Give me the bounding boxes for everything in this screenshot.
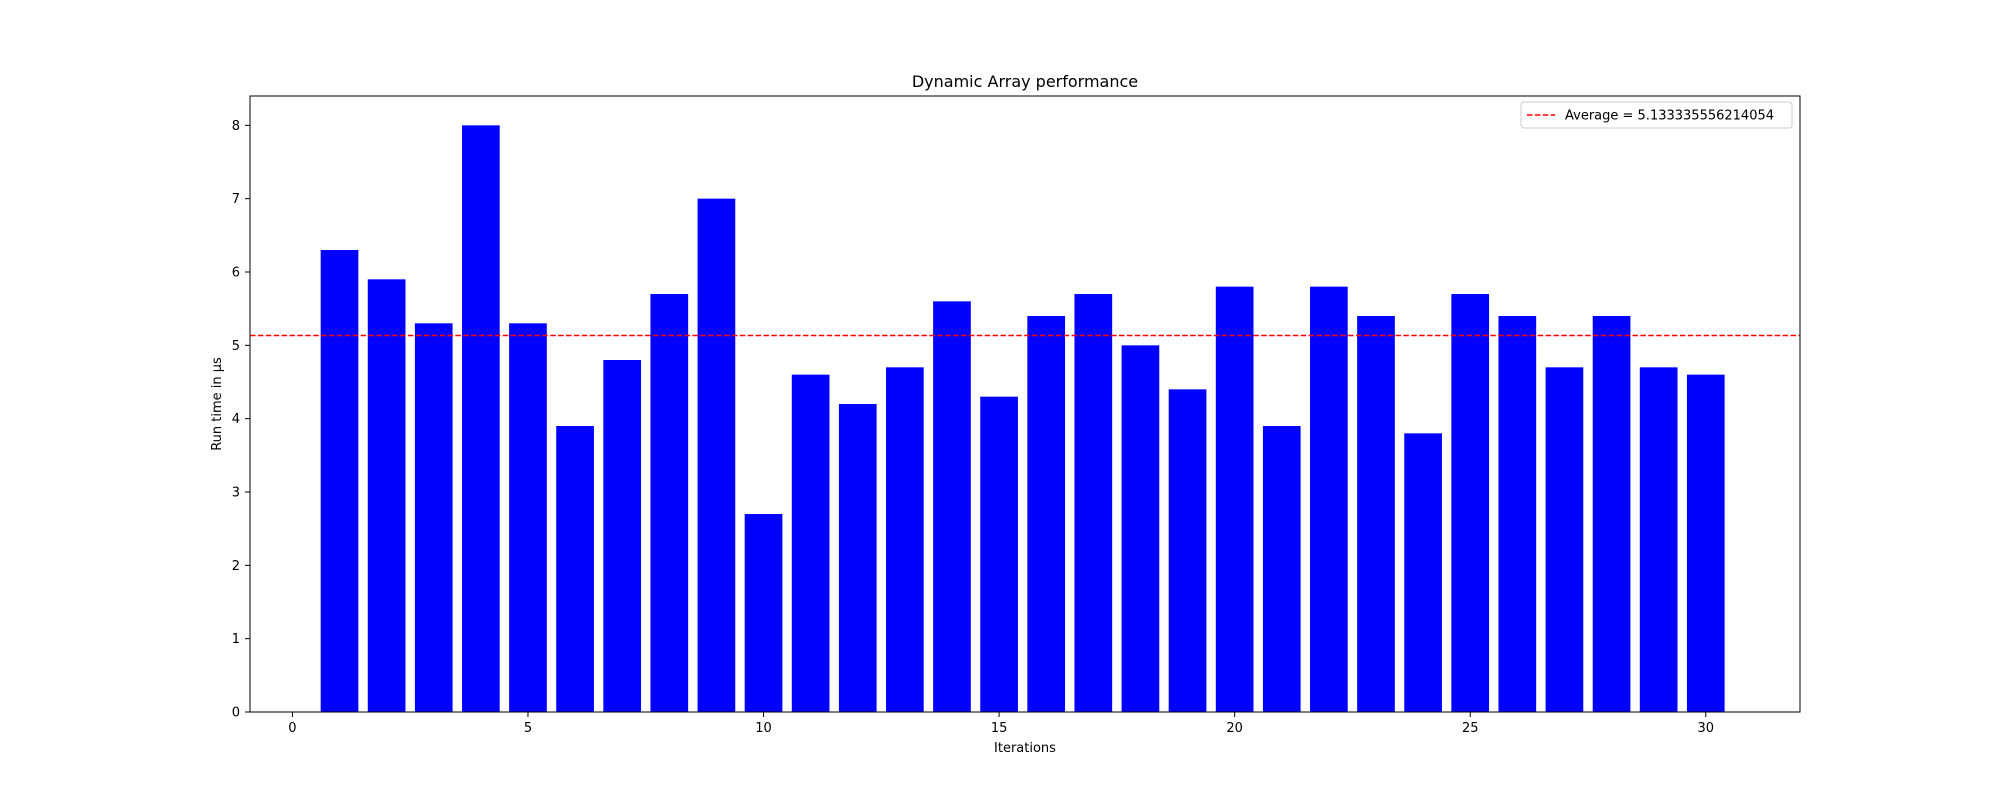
bar-iteration-20 [1215,286,1254,712]
y-tick-label-6: 6 [232,266,240,281]
bar-iteration-22 [1310,286,1348,712]
x-tick-label-20: 20 [1226,721,1243,736]
bar-iteration-15 [980,396,1018,712]
bar-iteration-3 [414,323,453,712]
bar-iteration-7 [603,360,642,712]
x-tick-label-5: 5 [524,721,532,736]
bar-iteration-30 [1686,374,1725,712]
y-tick-label-3: 3 [232,486,240,501]
bar-iteration-27 [1545,367,1584,712]
x-axis-label: Iterations [994,741,1056,756]
y-axis-label: Run time in µs [210,357,225,451]
chart-title: Dynamic Array performance [912,72,1138,91]
y-axis-ticks: 0 1 2 3 4 5 6 7 8 [232,119,250,721]
x-axis-ticks: 0 5 10 15 20 25 30 [288,712,1714,736]
bar-iteration-16 [1027,316,1066,712]
bar-iteration-4 [462,125,500,713]
x-tick-label-0: 0 [288,721,296,736]
legend-average-label: Average = 5.133335556214054 [1565,109,1774,124]
y-tick-label-1: 1 [232,632,240,647]
bar-iteration-8 [650,294,689,712]
bar-iteration-12 [838,404,877,712]
x-tick-label-30: 30 [1698,721,1715,736]
bar-iteration-1 [320,250,359,712]
bar-iteration-29 [1639,367,1678,712]
y-tick-label-7: 7 [232,192,240,207]
bar-iteration-18 [1121,345,1160,712]
y-tick-label-8: 8 [232,119,240,134]
axes-frame [249,95,1801,713]
bar-iteration-21 [1262,426,1301,712]
bar-iteration-6 [556,426,594,712]
bar-iteration-9 [697,198,736,712]
bar-iteration-25 [1451,294,1490,712]
bar-iteration-10 [744,514,783,712]
bar-iteration-23 [1357,316,1395,712]
bar-iteration-26 [1498,316,1537,712]
plot-area [250,96,1800,712]
x-tick-label-10: 10 [755,721,772,736]
bar-iteration-2 [367,279,406,712]
y-tick-label-4: 4 [232,412,240,427]
bar-iteration-19 [1168,389,1207,712]
bar-iteration-28 [1592,316,1631,712]
bar-iteration-24 [1404,433,1442,712]
y-tick-label-2: 2 [232,559,240,574]
x-tick-label-25: 25 [1462,721,1479,736]
y-tick-label-0: 0 [232,706,240,721]
legend: Average = 5.133335556214054 [1520,101,1793,129]
bar-iteration-14 [933,301,971,712]
y-tick-label-5: 5 [232,339,240,354]
bar-iteration-13 [886,367,924,712]
bars-layer [320,125,1725,713]
x-tick-label-15: 15 [991,721,1008,736]
bar-iteration-17 [1074,294,1113,712]
bar-iteration-11 [791,374,830,712]
legend-box [1520,101,1793,129]
bar-iteration-5 [509,323,547,712]
